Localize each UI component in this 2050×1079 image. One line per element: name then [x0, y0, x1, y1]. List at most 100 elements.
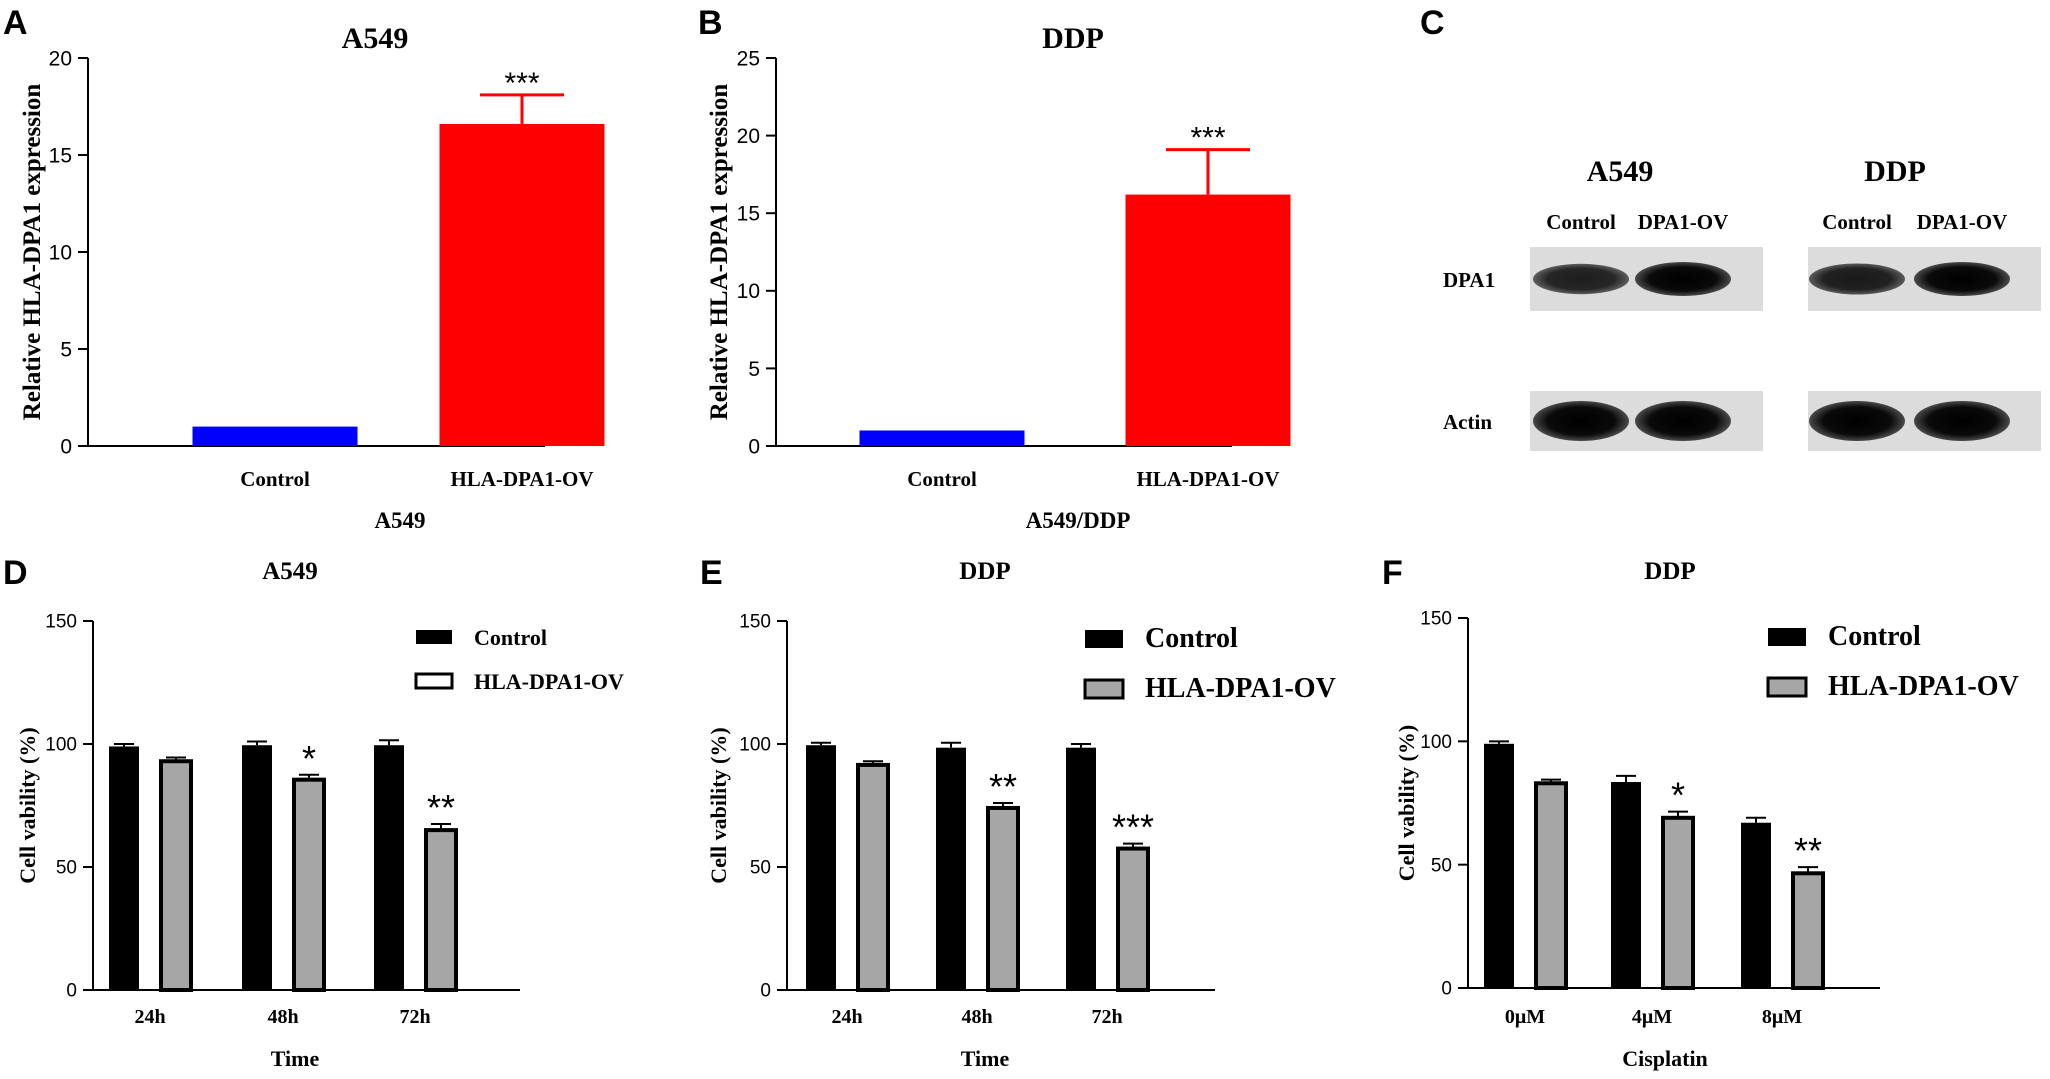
bar-control	[1741, 822, 1771, 988]
x-axis-label: Time	[961, 1046, 1010, 1071]
y-tick-label: 25	[737, 47, 760, 70]
significance-label: **	[427, 787, 455, 828]
blot-panel-c: C A549 Control DPA1-OV DDP Control DPA1-OV DPA1…	[1420, 4, 2041, 451]
x-tick-label: 8μM	[1762, 1006, 1802, 1028]
significance-label: **	[1794, 830, 1822, 871]
blot-lane-label: Control	[1822, 210, 1892, 234]
bar-hla-dpa1-ov	[856, 762, 890, 992]
blot-row-label: DPA1	[1443, 268, 1495, 292]
y-tick-label: 5	[60, 338, 72, 361]
significance-label: ***	[1112, 807, 1154, 848]
legend-swatch	[414, 672, 454, 690]
y-tick-label: 10	[49, 241, 72, 264]
y-axis-label: Relative HLA-DPA1 expression	[19, 84, 46, 421]
legend: Control HLA-DPA1-OV	[414, 625, 624, 694]
y-tick-label: 0	[1441, 979, 1452, 1000]
bar-hla-dpa1-ov	[1534, 781, 1568, 990]
bar-control	[109, 746, 139, 990]
blot-band	[1809, 401, 1905, 441]
bar-hla-dpa1-ov	[292, 777, 326, 992]
legend-swatch	[1083, 678, 1125, 700]
x-axis-label: Time	[271, 1046, 320, 1071]
bar-hla-dpa1-ov	[1661, 815, 1695, 990]
legend-label: HLA-DPA1-OV	[474, 669, 624, 694]
bar-hla-dpa1-ov	[1116, 846, 1150, 992]
panel-letter: B	[698, 4, 723, 42]
chart-panel-e: E DDP 0 50 100 150 Cell vability (%) Time 24h ** 4…	[700, 554, 1336, 1071]
y-tick-label: 0	[748, 435, 760, 458]
blot-lane-label: Control	[1546, 210, 1616, 234]
chart-title: A549	[342, 22, 409, 55]
y-tick-label: 150	[1420, 609, 1452, 630]
x-tick-label: 24h	[134, 1006, 165, 1028]
legend-label: HLA-DPA1-OV	[1828, 671, 2019, 702]
blot-row-label: Actin	[1443, 410, 1492, 434]
x-tick-label: 72h	[1091, 1006, 1122, 1028]
y-axis-label: Cell vability (%)	[706, 727, 731, 883]
bar-control	[806, 745, 836, 990]
legend-swatch	[1766, 676, 1808, 698]
legend-label: HLA-DPA1-OV	[1145, 673, 1336, 704]
panel-letter: A	[3, 4, 28, 42]
bar-control	[859, 430, 1025, 446]
y-tick-label: 15	[737, 203, 760, 226]
blot-band	[1635, 262, 1731, 296]
x-tick-label: 4μM	[1632, 1006, 1672, 1028]
y-tick-label: 100	[1420, 732, 1452, 753]
legend-swatch	[416, 630, 452, 644]
bar-control	[1066, 747, 1096, 990]
bar-control	[936, 747, 966, 990]
y-tick-label: 100	[45, 735, 77, 756]
x-axis-label: A549	[374, 508, 425, 533]
legend: Control HLA-DPA1-OV	[1083, 623, 1336, 704]
legend-label: Control	[474, 625, 547, 650]
bar-control	[1484, 743, 1514, 988]
y-tick-label: 10	[737, 280, 760, 303]
x-tick-label: Control	[240, 467, 310, 491]
bar-hla-dpa1-ov	[424, 828, 458, 992]
bar-hla-dpa1-ov	[1125, 194, 1291, 446]
legend-swatch	[1768, 628, 1806, 646]
x-tick-label: HLA-DPA1-OV	[1136, 467, 1279, 491]
chart-panel-d: D A549 0 50 100 150 Cell vability (%) Time 24h * 4…	[3, 554, 624, 1071]
blot-lane-label: DPA1-OV	[1917, 210, 2008, 234]
panel-letter: E	[700, 554, 723, 592]
y-tick-label: 150	[739, 612, 771, 633]
chart-title: DDP	[1042, 22, 1104, 55]
x-tick-label: Control	[907, 467, 977, 491]
blot-band	[1533, 401, 1629, 441]
significance-label: ***	[1190, 122, 1225, 155]
blot-group-title: A549	[1587, 155, 1654, 188]
bar-hla-dpa1-ov	[159, 759, 193, 992]
blot-band	[1914, 401, 2010, 441]
bar-control	[192, 426, 358, 446]
y-tick-label: 5	[748, 358, 760, 381]
x-tick-label: 48h	[267, 1006, 298, 1028]
y-tick-label: 0	[760, 981, 771, 1002]
bar-hla-dpa1-ov	[439, 123, 605, 447]
chart-title: DDP	[1644, 558, 1695, 585]
y-tick-label: 50	[56, 858, 77, 879]
x-tick-label: 0μM	[1505, 1006, 1545, 1028]
y-tick-label: 100	[739, 735, 771, 756]
y-tick-label: 50	[750, 858, 771, 879]
legend-label: Control	[1145, 623, 1238, 654]
chart-panel-f: F DDP 0 50 100 150 Cell vability (%) Cisplatin 0…	[1382, 554, 2019, 1071]
legend-label: Control	[1828, 621, 1921, 652]
blot-lane-label: DPA1-OV	[1638, 210, 1729, 234]
x-tick-label: 24h	[831, 1006, 862, 1028]
y-tick-label: 0	[60, 435, 72, 458]
bar-control	[374, 745, 404, 990]
x-axis-label: Cisplatin	[1622, 1046, 1708, 1071]
y-axis-label: Cell vability (%)	[15, 727, 40, 883]
significance-label: ***	[504, 67, 539, 100]
panel-letter: F	[1382, 554, 1403, 592]
significance-label: **	[989, 766, 1017, 807]
blot-band	[1809, 263, 1905, 295]
x-tick-label: 72h	[399, 1006, 430, 1028]
bar-control	[242, 745, 272, 990]
bar-control	[1611, 782, 1641, 988]
y-tick-label: 15	[49, 144, 72, 167]
